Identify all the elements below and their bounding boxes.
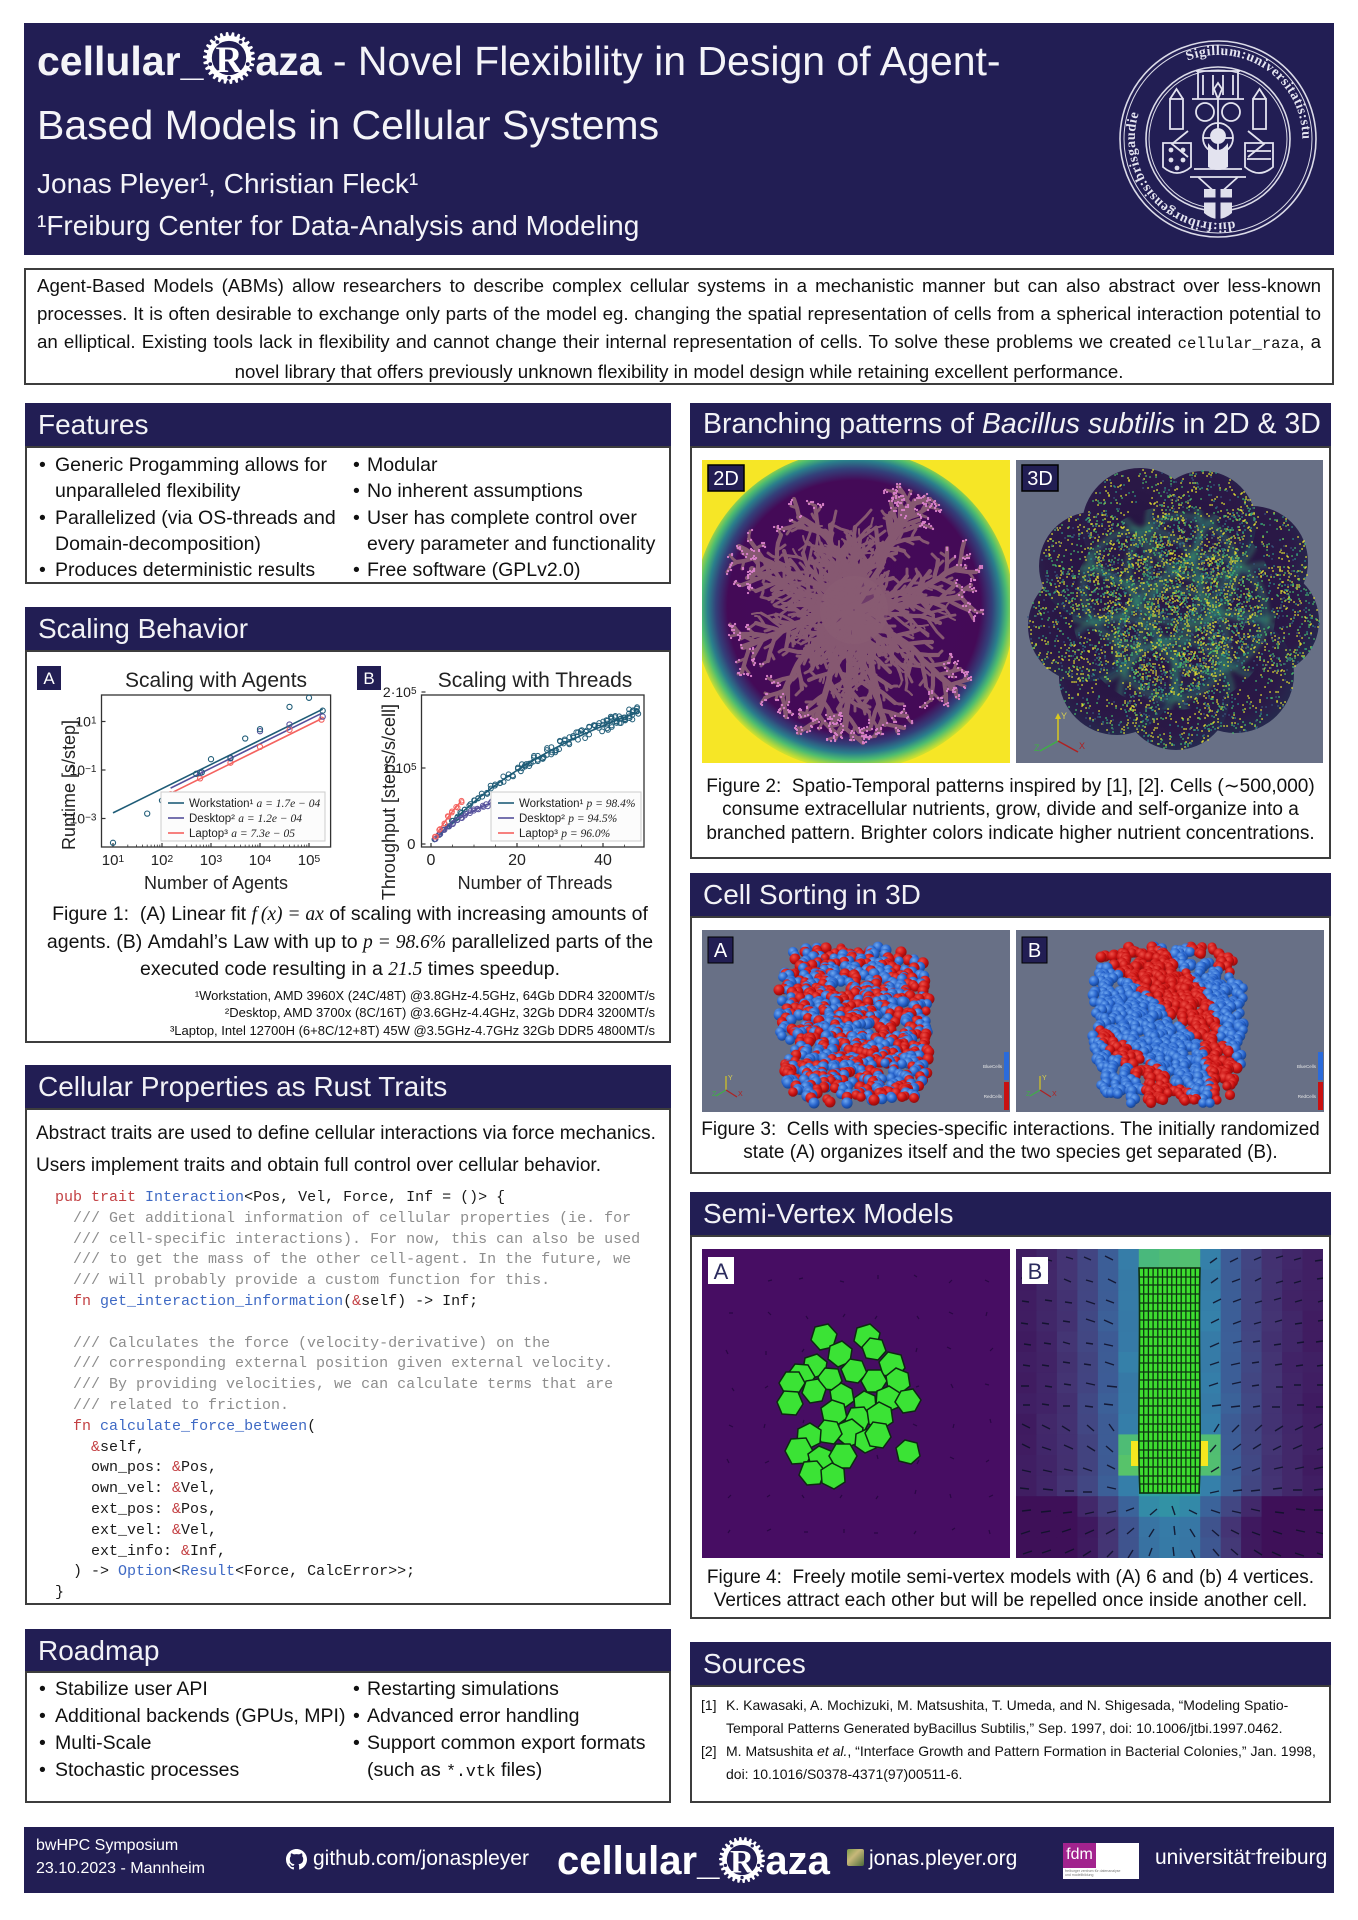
svg-text:Desktop² a = 1.2e − 04: Desktop² a = 1.2e − 04: [189, 813, 302, 825]
svg-text:Y: Y: [1061, 711, 1067, 721]
svg-text:B: B: [363, 669, 374, 688]
svg-text:RedCells: RedCells: [984, 1094, 1003, 1099]
svg-text:Z: Z: [712, 1091, 717, 1098]
svg-text:Number of Agents: Number of Agents: [144, 873, 288, 893]
svg-text:Laptop³ a = 7.3e − 05: Laptop³ a = 7.3e − 05: [189, 828, 295, 840]
svg-text:Scaling with Agents: Scaling with Agents: [125, 669, 307, 692]
svg-text:A: A: [714, 940, 728, 962]
svg-text:BlueCells: BlueCells: [1297, 1064, 1317, 1069]
svg-text:A: A: [714, 1259, 729, 1284]
svg-text:B: B: [1028, 1259, 1043, 1284]
svg-text:10−3: 10−3: [70, 811, 97, 827]
svg-text:X: X: [738, 1091, 743, 1098]
svg-text:Throughput [steps/s/cell]: Throughput [steps/s/cell]: [379, 704, 399, 900]
svg-text:B: B: [1028, 940, 1041, 962]
svg-text:X: X: [1052, 1091, 1057, 1098]
svg-text:10−1: 10−1: [70, 762, 97, 778]
svg-text:X: X: [1079, 741, 1085, 751]
svg-text:Scaling with Threads: Scaling with Threads: [438, 669, 633, 692]
svg-text:101: 101: [75, 714, 97, 730]
svg-text:RedCells: RedCells: [1298, 1094, 1317, 1099]
svg-text:R: R: [216, 40, 244, 81]
svg-text:3D: 3D: [1027, 468, 1053, 490]
svg-text:Laptop³ p = 96.0%: Laptop³ p = 96.0%: [519, 828, 610, 840]
svg-text:40: 40: [594, 852, 612, 869]
svg-text:105: 105: [298, 852, 321, 869]
svg-text:BlueCells: BlueCells: [983, 1064, 1003, 1069]
svg-text:0: 0: [407, 836, 415, 853]
svg-text:2D: 2D: [713, 468, 739, 490]
svg-text:1·105: 1·105: [383, 760, 417, 776]
svg-text:20: 20: [508, 852, 526, 869]
svg-text:103: 103: [200, 852, 223, 869]
svg-text:Y: Y: [728, 1075, 733, 1082]
svg-text:Number of Threads: Number of Threads: [458, 873, 613, 893]
svg-text:Y: Y: [1042, 1075, 1047, 1082]
svg-text:Workstation¹ a = 1.7e − 04: Workstation¹ a = 1.7e − 04: [189, 798, 321, 810]
svg-text:Workstation¹ p = 98.4%: Workstation¹ p = 98.4%: [519, 798, 636, 810]
svg-text:Z: Z: [1026, 1091, 1031, 1098]
svg-text:104: 104: [249, 852, 272, 869]
svg-text:Z: Z: [1034, 743, 1040, 753]
svg-text:101: 101: [102, 852, 125, 869]
svg-text:Runtime [s/step]: Runtime [s/step]: [59, 720, 79, 850]
svg-text:2·105: 2·105: [383, 684, 417, 700]
svg-text:102: 102: [151, 852, 174, 869]
svg-text:A: A: [43, 669, 55, 688]
svg-text:0: 0: [427, 852, 436, 869]
svg-text:Desktop² p = 94.5%: Desktop² p = 94.5%: [519, 813, 617, 825]
svg-text:R: R: [730, 1843, 755, 1880]
